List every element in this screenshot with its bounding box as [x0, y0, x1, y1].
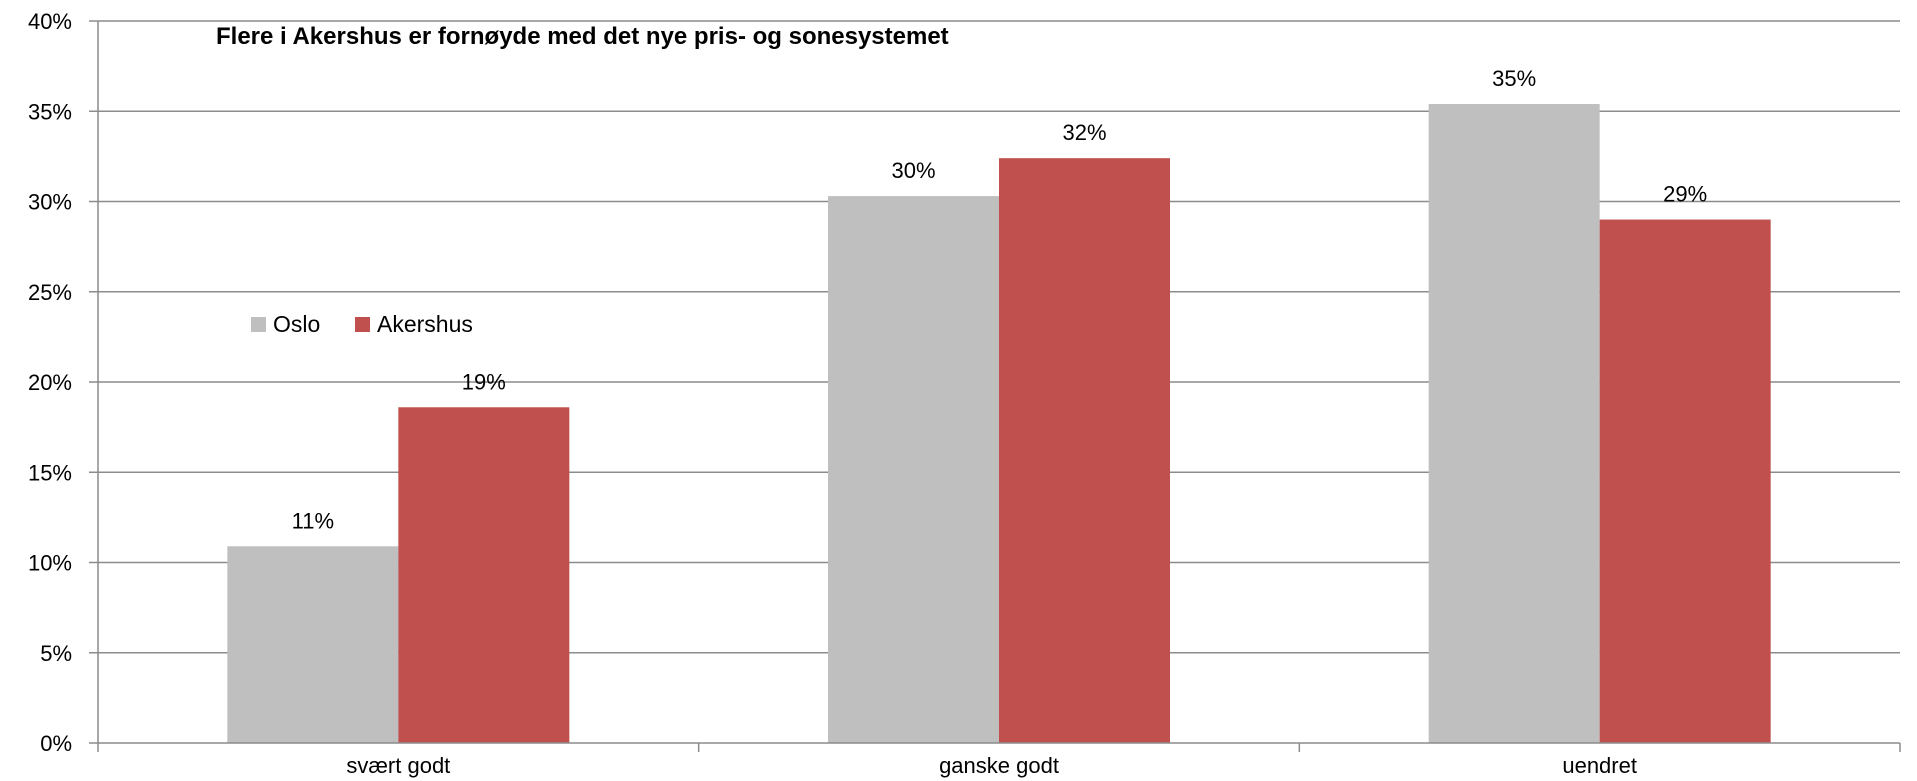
category-label: svært godt: [346, 753, 450, 778]
y-tick-label: 25%: [28, 280, 72, 305]
y-tick-label: 0%: [40, 731, 72, 756]
bar-akershus: [999, 158, 1170, 743]
bar-akershus: [398, 407, 570, 743]
legend-swatch-akershus: [355, 317, 370, 332]
axes: [97, 21, 1901, 752]
y-tick-label: 10%: [28, 551, 72, 576]
data-labels: 11% 19% 30% 32% 35% 29%: [292, 66, 1708, 533]
data-label: 11%: [292, 508, 334, 533]
data-label: 35%: [1492, 66, 1536, 91]
y-tick-label: 40%: [28, 9, 72, 34]
data-label: 19%: [462, 369, 506, 394]
y-tick-label: 5%: [40, 641, 72, 666]
legend-label-akershus: Akershus: [377, 311, 473, 337]
data-label: 30%: [891, 158, 935, 183]
y-axis-ticks: 0% 5% 10% 15% 20% 25% 30% 35% 40%: [28, 9, 72, 756]
y-tick-label: 35%: [28, 99, 72, 124]
data-label: 29%: [1663, 182, 1707, 207]
legend-swatch-oslo: [251, 317, 266, 332]
bar-oslo: [227, 546, 399, 743]
legend-label-oslo: Oslo: [273, 311, 320, 337]
bar-oslo: [828, 196, 999, 743]
category-label: ganske godt: [939, 753, 1059, 778]
category-label: uendret: [1562, 753, 1637, 778]
bar-akershus: [1599, 219, 1771, 744]
y-tick-label: 20%: [28, 370, 72, 395]
y-tick-label: 30%: [28, 190, 72, 215]
legend: Oslo Akershus: [251, 311, 473, 337]
bar-oslo: [1428, 104, 1600, 743]
bars: [227, 104, 1771, 744]
data-label: 32%: [1062, 120, 1106, 145]
x-axis-categories: svært godt ganske godt uendret: [346, 753, 1637, 778]
y-tick-label: 15%: [28, 460, 72, 485]
chart-title: Flere i Akershus er fornøyde med det nye…: [216, 23, 949, 50]
